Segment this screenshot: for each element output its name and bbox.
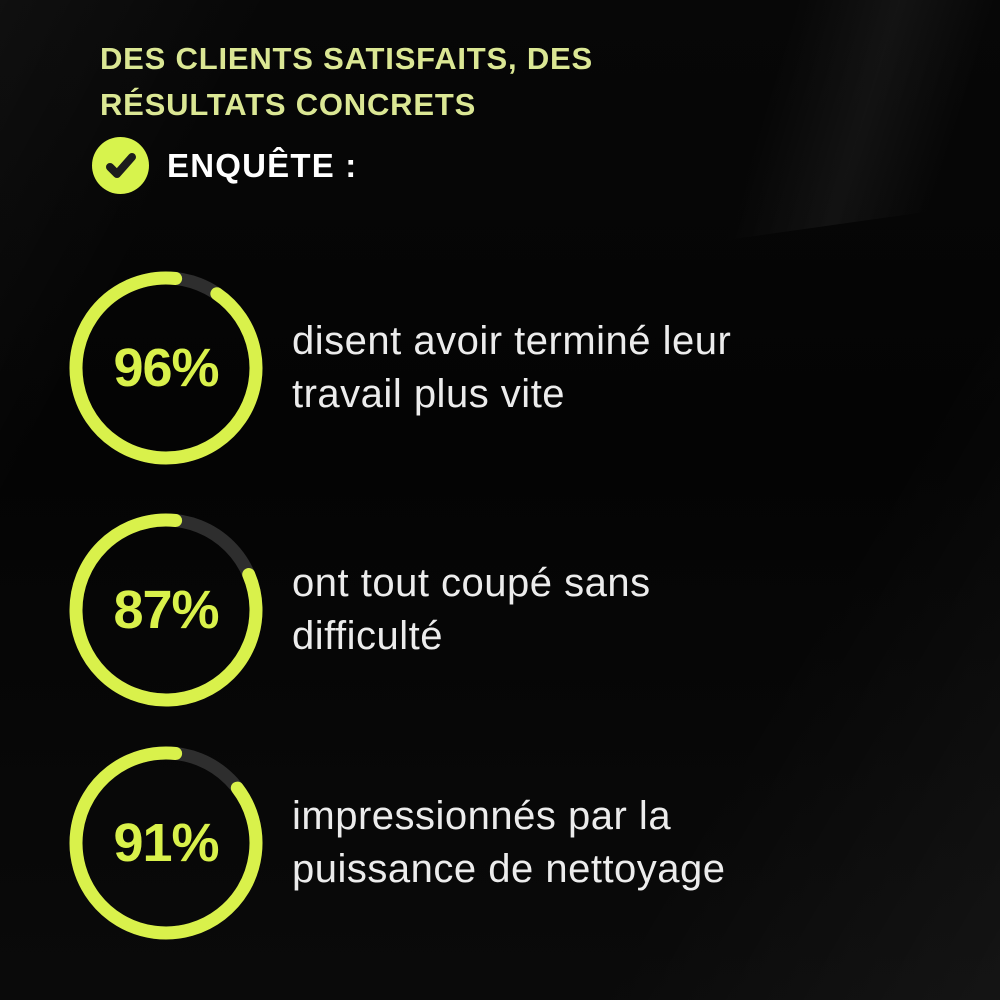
stat-label-line: puissance de nettoyage bbox=[292, 847, 726, 891]
stat-label: ont tout coupé sans difficulté bbox=[292, 557, 651, 663]
progress-ring-value: 96% bbox=[113, 338, 219, 398]
stat-label-line: disent avoir terminé leur bbox=[292, 319, 732, 363]
stat-row: 87% ont tout coupé sans difficulté bbox=[66, 510, 651, 710]
progress-ring-arc bbox=[69, 271, 263, 465]
stat-label: impressionnés par la puissance de nettoy… bbox=[292, 790, 726, 896]
survey-label: ENQUÊTE : bbox=[167, 146, 358, 184]
progress-ring-arc bbox=[69, 513, 263, 707]
progress-ring-value: 91% bbox=[113, 813, 219, 873]
stat-row: 91% impressionnés par la puissance de ne… bbox=[66, 743, 726, 943]
progress-ring-value: 87% bbox=[113, 580, 219, 640]
progress-ring: 91% bbox=[66, 743, 266, 943]
stat-label-line: impressionnés par la bbox=[292, 794, 672, 838]
progress-ring: 96% bbox=[66, 268, 266, 468]
stat-label-line: travail plus vite bbox=[292, 372, 566, 416]
survey-heading: ENQUÊTE : bbox=[92, 137, 357, 194]
page-title: DES CLIENTS SATISFAITS, DES RÉSULTATS CO… bbox=[100, 36, 593, 128]
progress-ring: 87% bbox=[66, 510, 266, 710]
stat-label: disent avoir terminé leur travail plus v… bbox=[292, 315, 731, 421]
page-title-line2: RÉSULTATS CONCRETS bbox=[100, 87, 477, 122]
stat-label-line: difficulté bbox=[292, 614, 444, 658]
progress-ring-arc bbox=[69, 746, 263, 940]
check-icon bbox=[92, 137, 149, 194]
page-title-line1: DES CLIENTS SATISFAITS, DES bbox=[100, 41, 593, 76]
stat-row: 96% disent avoir terminé leur travail pl… bbox=[66, 268, 731, 468]
stat-label-line: ont tout coupé sans bbox=[292, 561, 651, 605]
